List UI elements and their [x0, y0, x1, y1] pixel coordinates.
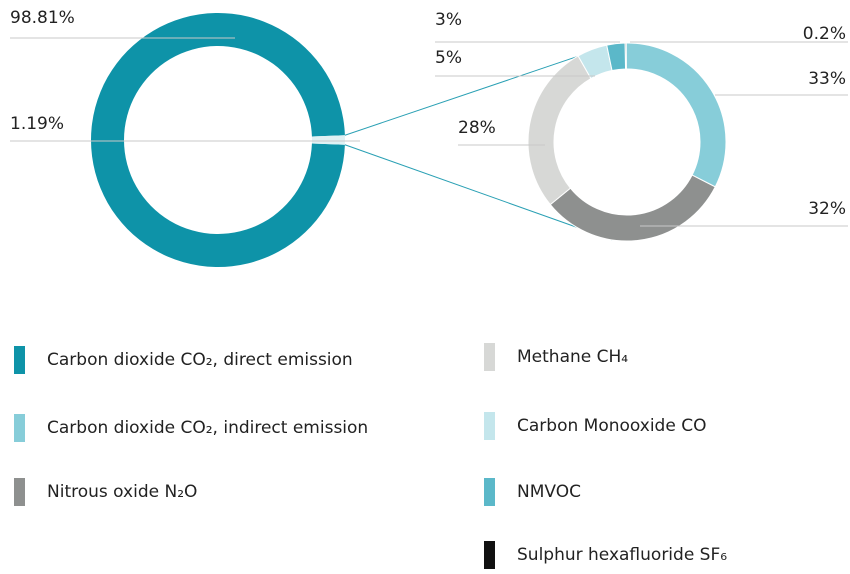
donut-segment: [549, 174, 716, 242]
labels: 98.81% 1.19% 0.2% 33% 32% 28% 5% 3%: [10, 8, 848, 227]
legend-label: Carbon Monooxide CO: [517, 416, 706, 436]
legend-label: NMVOC: [517, 482, 581, 502]
legend-label: Nitrous oxide N₂O: [47, 482, 197, 502]
donut-segment: [606, 42, 627, 72]
legend-swatch: [484, 478, 495, 506]
value-label: 32%: [808, 199, 846, 219]
legend-swatch: [484, 343, 495, 371]
value-label: 3%: [435, 10, 462, 30]
donut-segment: [527, 55, 592, 206]
connector: [344, 144, 613, 241]
legend-label: Carbon dioxide CO₂, direct emission: [47, 350, 353, 370]
legend-swatch: [484, 541, 495, 569]
legend-swatch: [14, 346, 25, 374]
value-label: 0.2%: [803, 24, 846, 44]
value-label: 5%: [435, 48, 462, 68]
legend-label: Sulphur hexafluoride SF₆: [517, 545, 727, 565]
value-label: 98.81%: [10, 8, 75, 28]
legend-swatch: [14, 414, 25, 442]
legend-label: Carbon dioxide CO₂, indirect emission: [47, 418, 368, 438]
donut-segment: [625, 42, 727, 188]
legend-swatch: [484, 412, 495, 440]
legend-swatch: [14, 478, 25, 506]
donuts: [91, 12, 727, 267]
donut-segment: [91, 12, 345, 267]
legend: Carbon dioxide CO₂, direct emission Carbo…: [14, 343, 727, 569]
legend-label: Methane CH₄: [517, 347, 628, 367]
value-label: 1.19%: [10, 114, 64, 134]
value-label: 28%: [458, 118, 496, 138]
value-label: 33%: [808, 69, 846, 89]
connector: [344, 43, 616, 136]
donut-segment: [311, 135, 345, 145]
